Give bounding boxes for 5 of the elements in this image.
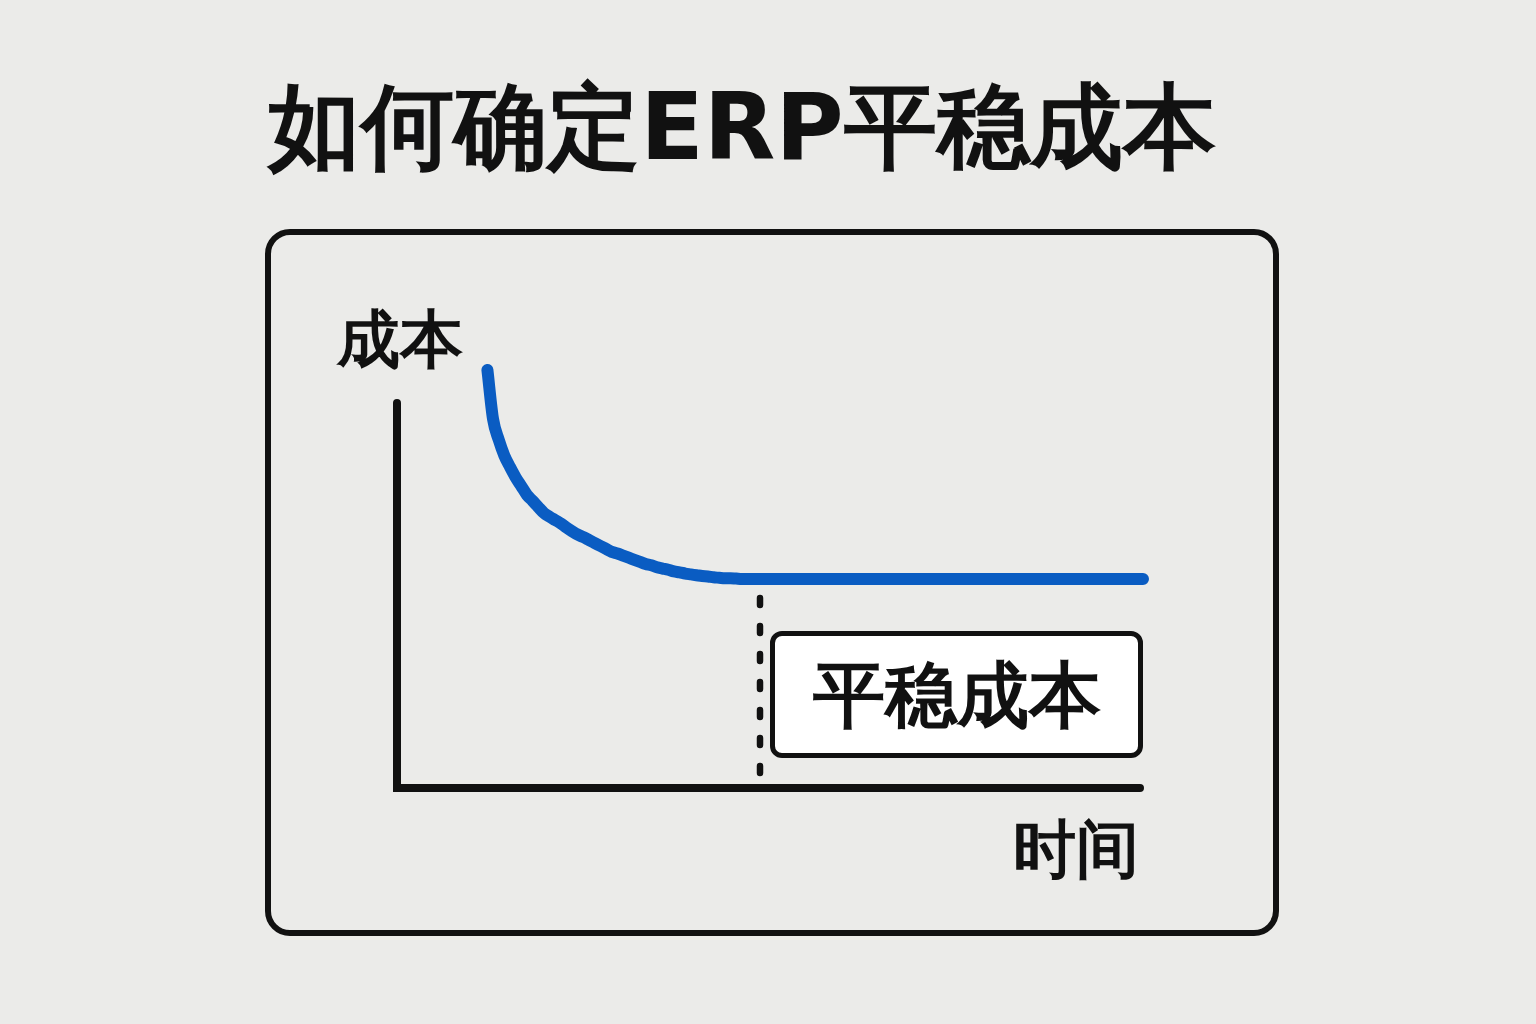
- x-axis-title: 时间: [1013, 813, 1139, 886]
- callout-box: 平稳成本: [770, 631, 1143, 758]
- chart-title: 如何确定ERP平稳成本: [266, 73, 1217, 181]
- annotation: 平稳成本: [812, 652, 1101, 737]
- y-axis-title: 成本: [337, 303, 463, 376]
